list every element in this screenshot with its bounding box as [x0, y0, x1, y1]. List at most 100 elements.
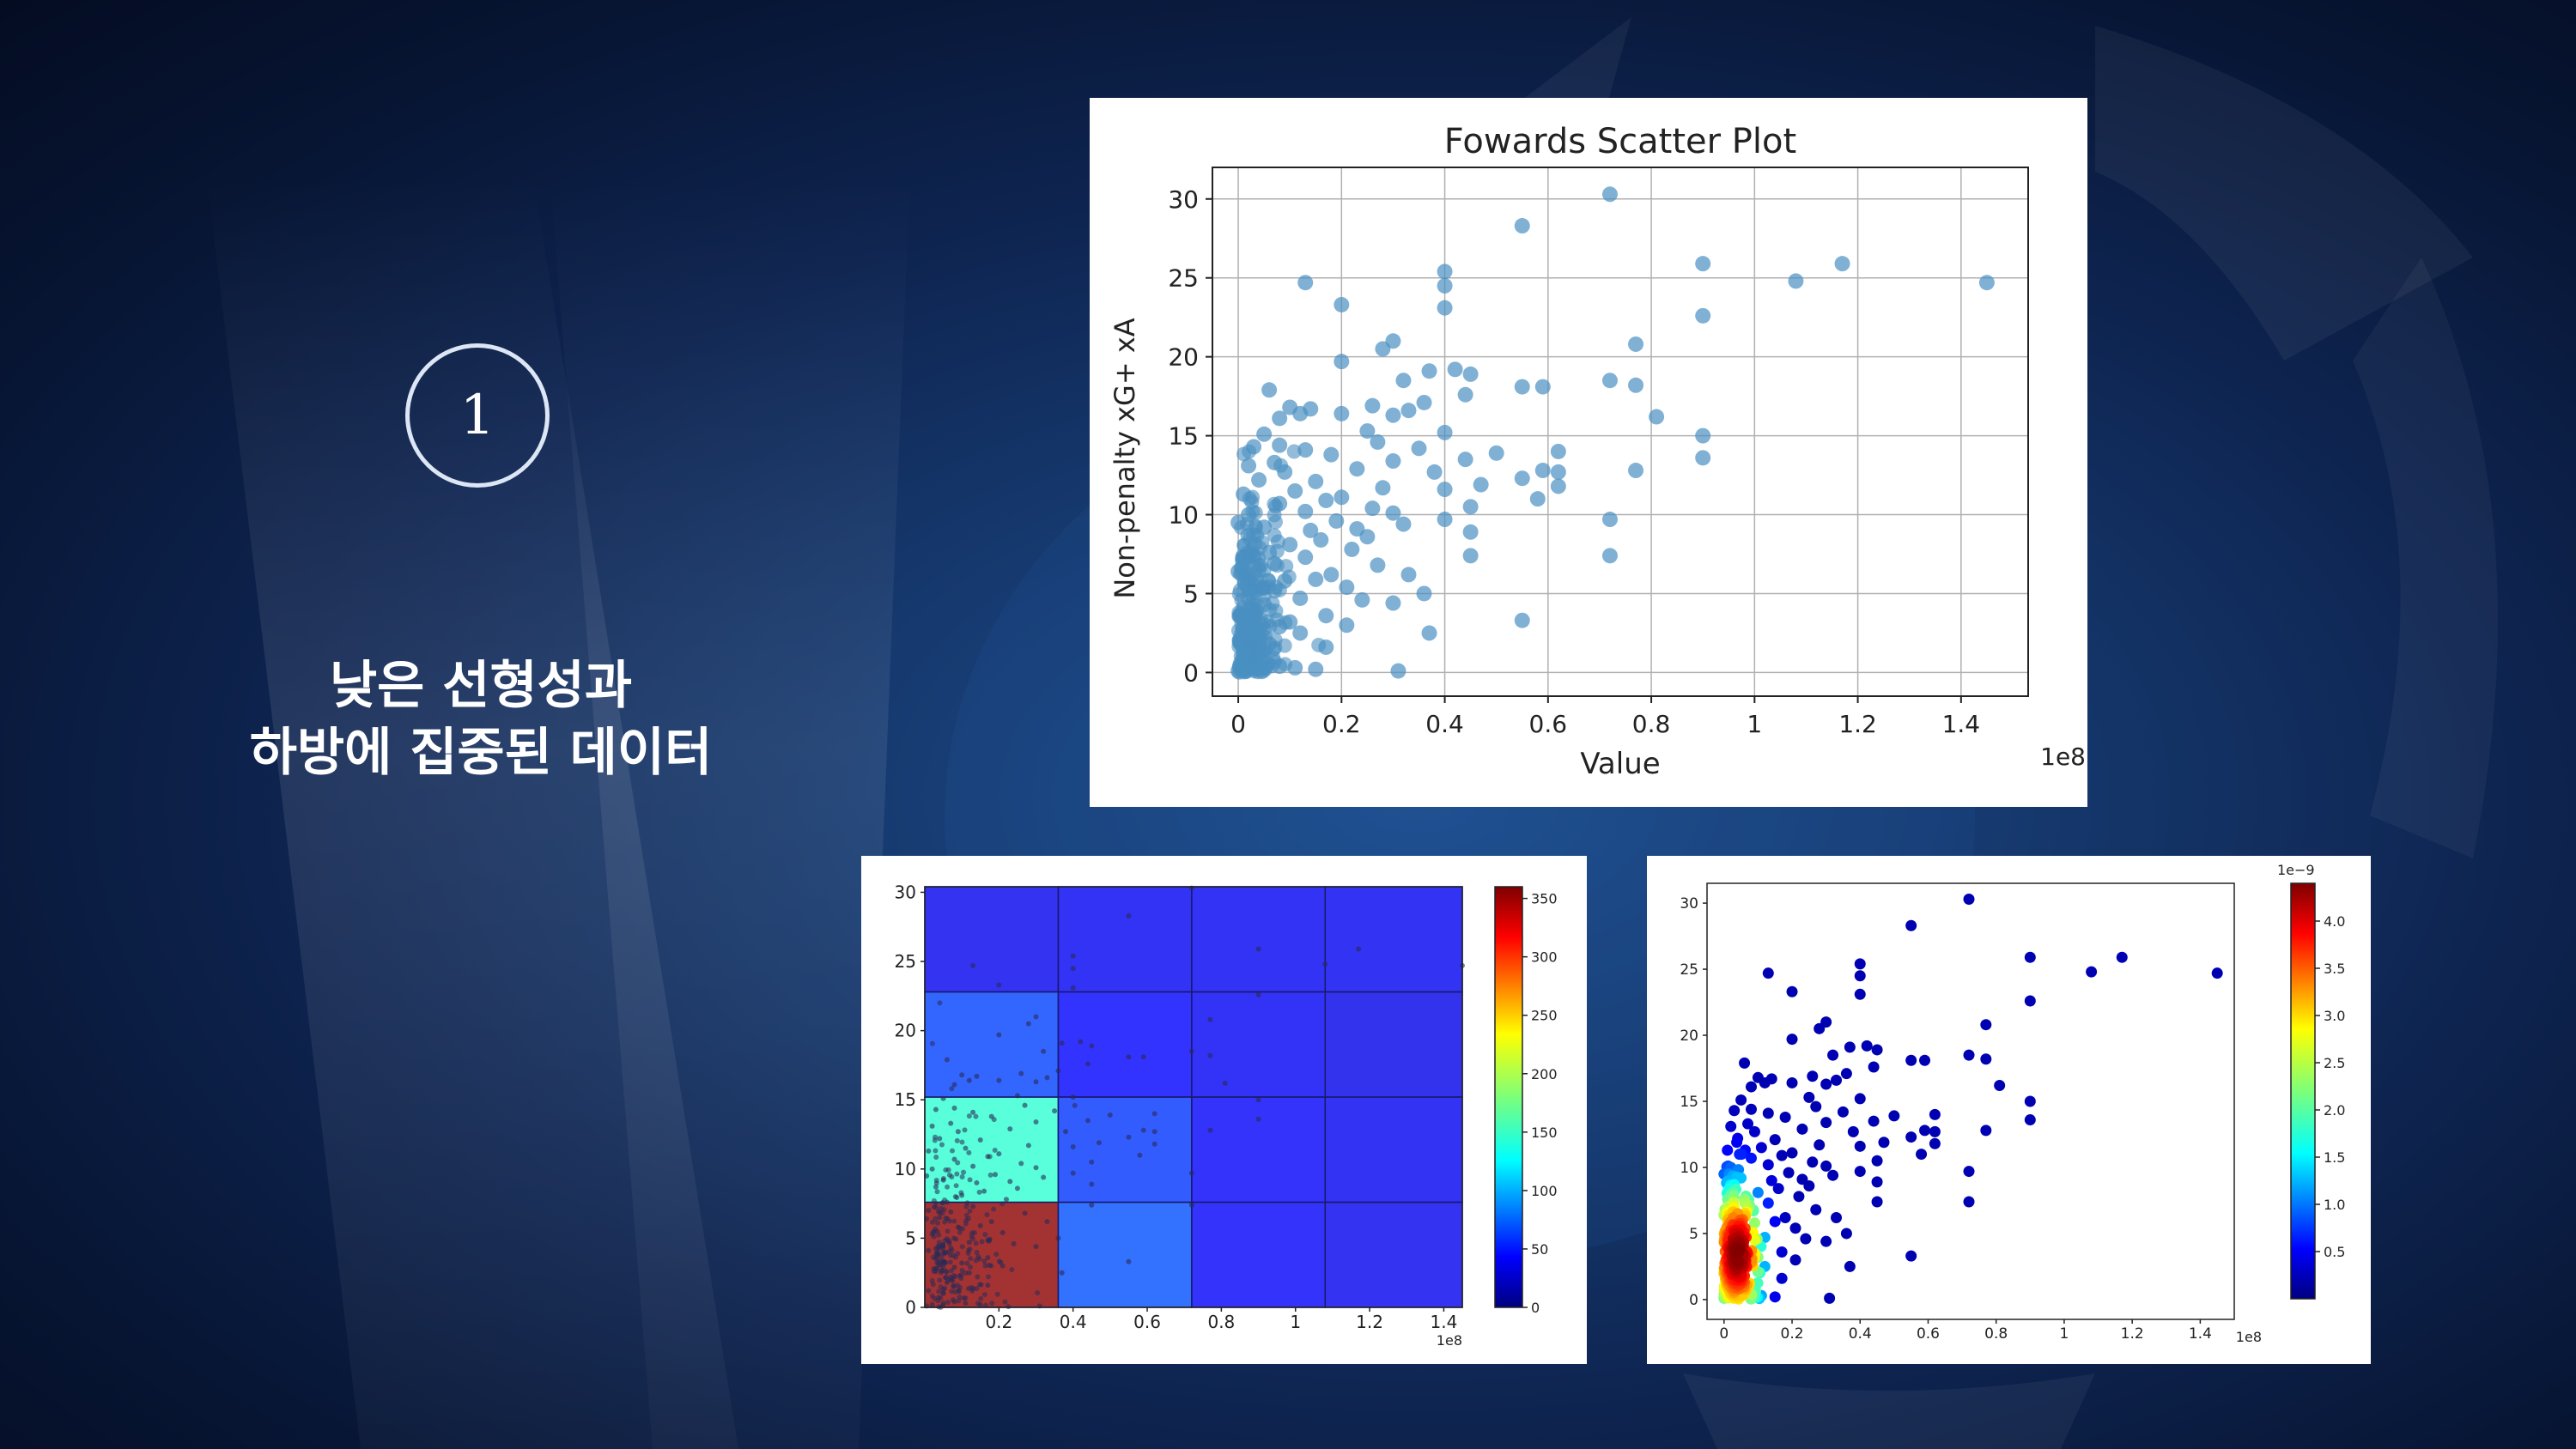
scatter-point — [1308, 661, 1324, 677]
colorbar — [2290, 882, 2316, 1300]
scatter-point — [1514, 612, 1530, 628]
colorbar-tick-label: 3.5 — [2324, 961, 2345, 977]
histogram-point — [968, 1264, 974, 1270]
histogram-point — [971, 1230, 977, 1236]
histogram-point — [963, 1217, 969, 1223]
histogram-point — [936, 1232, 942, 1238]
histogram-point — [964, 1260, 970, 1266]
scatter-point — [1282, 537, 1298, 553]
histogram-point — [956, 1298, 962, 1304]
scatter-point — [1236, 646, 1252, 662]
histogram-cell — [1324, 1201, 1463, 1308]
x-tick-label: 1.2 — [1838, 710, 1877, 738]
histogram-point — [1322, 961, 1328, 967]
scatter-point — [1385, 407, 1401, 423]
density-point — [1793, 1191, 1805, 1203]
density-point — [1963, 1196, 1975, 1208]
scatter-point — [1334, 354, 1350, 370]
histogram-point — [1070, 966, 1076, 972]
colorbar-tick-label: 100 — [1531, 1183, 1558, 1199]
density-point — [1905, 1131, 1917, 1143]
scatter-point — [1416, 394, 1432, 410]
scatter-point — [1649, 409, 1665, 425]
x-scale-label: 1e8 — [2040, 743, 2086, 771]
histogram-point — [951, 1156, 957, 1162]
histogram-point — [951, 1082, 957, 1088]
colorbar-tick-label: 1.0 — [2324, 1197, 2345, 1213]
histogram-point — [940, 1095, 946, 1101]
scatter-point — [1313, 531, 1329, 548]
histogram-point — [945, 1228, 951, 1234]
histogram-point — [954, 1195, 960, 1201]
scatter-point — [1695, 307, 1711, 324]
scatter-point — [1323, 567, 1340, 583]
histogram-point — [970, 1109, 976, 1115]
histogram-point — [966, 1149, 972, 1155]
y-tick-label: 10 — [1168, 501, 1199, 530]
histogram-point — [944, 1199, 950, 1205]
histogram-point — [1055, 1235, 1061, 1241]
y-tick-label: 20 — [895, 1021, 916, 1041]
slide-number-badge: 1 — [405, 343, 550, 488]
histogram-point — [957, 1294, 963, 1300]
chart-title: Fowards Scatter Plot — [1444, 122, 1796, 161]
histogram-point — [1151, 1111, 1157, 1117]
histogram-point — [1070, 1144, 1076, 1150]
histogram-point — [1007, 1179, 1013, 1185]
histogram-point — [929, 1301, 935, 1307]
scatter-point — [1349, 521, 1365, 537]
density-point — [1963, 893, 1975, 905]
density-point — [1776, 1246, 1788, 1258]
density-point — [2024, 951, 2036, 963]
histogram-point — [951, 1105, 957, 1111]
scatter-point — [1272, 619, 1288, 635]
density-point — [1820, 1160, 1832, 1172]
density-point — [1733, 1246, 1745, 1258]
colorbar-tick-label: 3.0 — [2324, 1008, 2345, 1024]
histogram-point — [958, 1276, 964, 1282]
histogram-point — [963, 1295, 969, 1301]
scatter-point — [1385, 595, 1401, 611]
histogram-point — [983, 1302, 989, 1308]
x-tick-label: 1.2 — [1356, 1312, 1383, 1332]
histogram-point — [965, 1286, 971, 1292]
scatter-point — [1437, 277, 1453, 294]
histogram-point — [985, 1154, 991, 1160]
scatter-point — [1628, 336, 1644, 352]
colorbar-tick-label: 200 — [1531, 1066, 1558, 1082]
histogram-point — [1255, 1097, 1261, 1103]
y-tick-label: 15 — [895, 1089, 916, 1110]
histogram-point — [1096, 1140, 1102, 1146]
histogram-point — [1003, 1197, 1009, 1203]
scatter-point — [1437, 300, 1453, 316]
histogram-point — [974, 1073, 980, 1079]
histogram-point — [1052, 1108, 1058, 1114]
histogram-cell — [1057, 991, 1193, 1098]
histogram-cell — [1324, 886, 1463, 993]
histogram-point — [939, 1200, 945, 1206]
density-point — [1779, 1211, 1791, 1223]
density-point — [1810, 1100, 1822, 1113]
histogram-point — [987, 1172, 993, 1178]
histogram-point — [974, 1249, 980, 1255]
density-point — [1854, 1093, 1866, 1105]
x-tick-label: 1 — [2060, 1325, 2069, 1343]
histogram-point — [1089, 1181, 1095, 1187]
scatter-point — [1400, 403, 1417, 419]
histogram-point — [978, 1295, 984, 1301]
histogram-point — [975, 1274, 981, 1280]
density-point — [1929, 1137, 1941, 1149]
histogram-point — [933, 1177, 939, 1183]
histogram-point — [948, 1209, 954, 1215]
histogram-point — [953, 1236, 959, 1242]
density-point — [1745, 1152, 1757, 1164]
x-tick-label: 0.8 — [1207, 1312, 1235, 1332]
density-point — [1919, 1054, 1931, 1066]
histogram-cell — [1057, 1096, 1193, 1203]
x-tick-label: 1 — [1290, 1312, 1301, 1332]
y-tick-label: 25 — [1168, 264, 1199, 293]
scatter-point — [1462, 499, 1479, 515]
x-tick-label: 0.2 — [1781, 1325, 1804, 1343]
density-point — [1837, 1106, 1849, 1118]
histogram-point — [973, 1240, 979, 1246]
